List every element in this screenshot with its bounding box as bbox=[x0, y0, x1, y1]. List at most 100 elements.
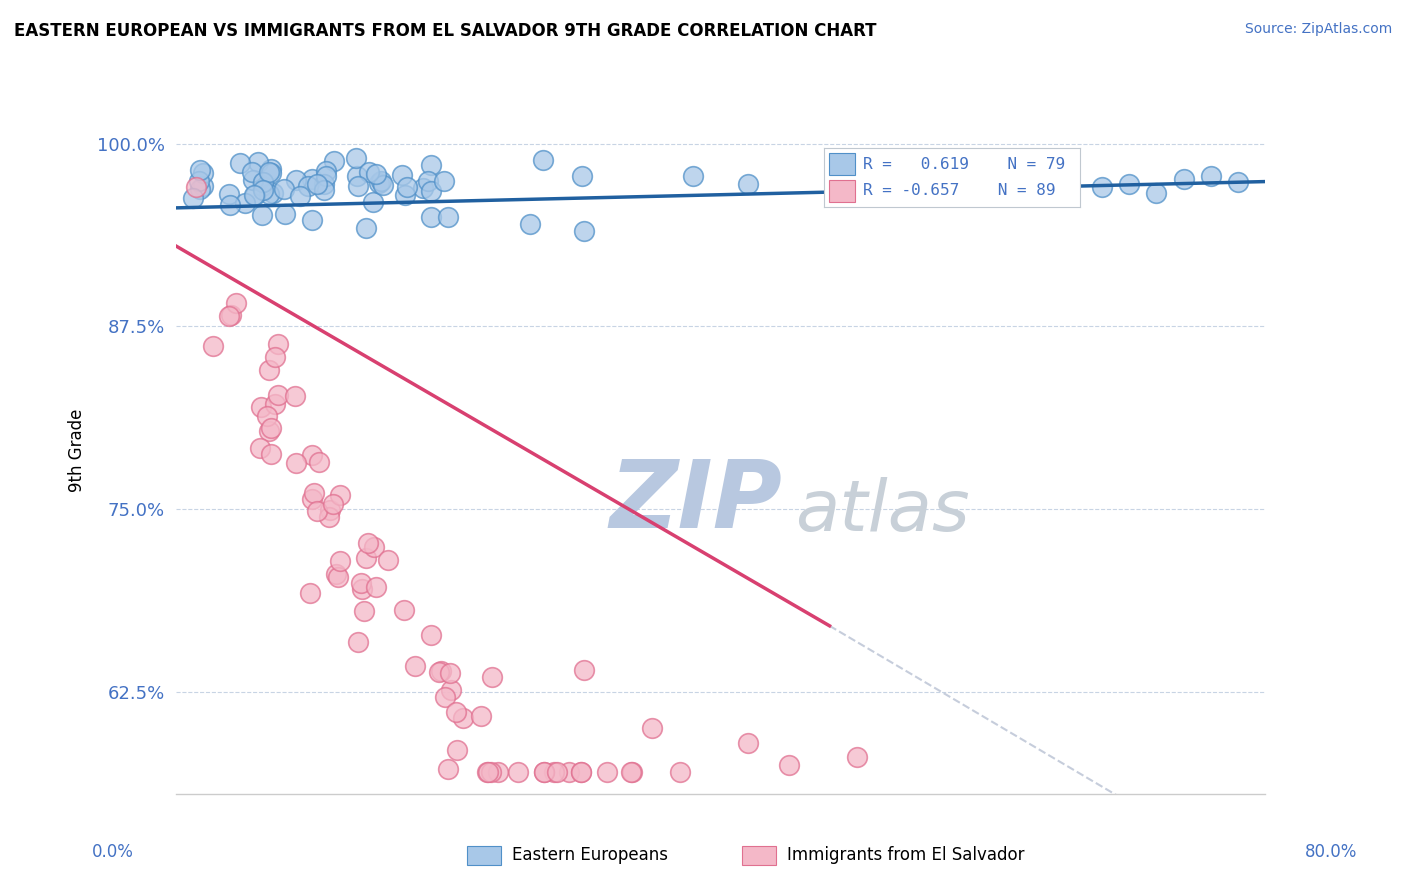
Point bbox=[260, 421, 283, 435]
Point bbox=[569, 764, 592, 779]
Point bbox=[574, 224, 596, 238]
Point bbox=[391, 169, 413, 183]
Point bbox=[377, 552, 399, 566]
Point bbox=[357, 165, 380, 179]
Point bbox=[352, 582, 374, 596]
Text: R = -0.657    N = 89: R = -0.657 N = 89 bbox=[862, 184, 1054, 198]
Point bbox=[370, 174, 392, 188]
Text: 0.0%: 0.0% bbox=[91, 843, 134, 861]
Point bbox=[274, 207, 297, 221]
Point bbox=[508, 764, 530, 779]
Point bbox=[260, 161, 283, 176]
Text: EASTERN EUROPEAN VS IMMIGRANTS FROM EL SALVADOR 9TH GRADE CORRELATION CHART: EASTERN EUROPEAN VS IMMIGRANTS FROM EL S… bbox=[14, 22, 876, 40]
Text: Eastern Europeans: Eastern Europeans bbox=[512, 847, 668, 864]
Point bbox=[301, 212, 323, 227]
Text: atlas: atlas bbox=[796, 477, 970, 546]
Point bbox=[1227, 175, 1250, 189]
Point bbox=[257, 186, 280, 201]
Point bbox=[184, 180, 207, 194]
Point bbox=[308, 455, 330, 469]
Point bbox=[307, 177, 329, 191]
Point bbox=[571, 169, 593, 183]
Point bbox=[218, 186, 240, 201]
Point bbox=[315, 169, 337, 183]
Point bbox=[1091, 180, 1114, 194]
Point bbox=[328, 570, 350, 584]
Point bbox=[596, 764, 619, 779]
Point bbox=[307, 504, 329, 518]
Y-axis label: 9th Grade: 9th Grade bbox=[67, 409, 86, 492]
Point bbox=[329, 488, 352, 502]
Point bbox=[285, 173, 308, 187]
Point bbox=[322, 154, 344, 169]
Point bbox=[845, 175, 868, 189]
Point bbox=[240, 165, 263, 179]
Point bbox=[368, 176, 391, 190]
Point bbox=[225, 296, 247, 310]
Bar bbox=[742, 846, 776, 865]
Point bbox=[318, 502, 340, 516]
Point bbox=[346, 169, 368, 184]
Point bbox=[256, 409, 278, 423]
Point bbox=[188, 182, 211, 196]
Point bbox=[475, 764, 498, 779]
Point bbox=[363, 540, 385, 554]
Point bbox=[439, 665, 461, 680]
Point bbox=[229, 156, 252, 170]
Point bbox=[558, 764, 581, 779]
Point bbox=[419, 184, 441, 198]
Point bbox=[394, 187, 416, 202]
Point bbox=[533, 764, 555, 779]
Point bbox=[531, 153, 554, 167]
Point bbox=[284, 457, 307, 471]
Point bbox=[470, 709, 492, 723]
Point bbox=[325, 566, 347, 581]
Point bbox=[451, 711, 474, 725]
Point bbox=[737, 178, 759, 192]
Point bbox=[914, 183, 936, 197]
Point bbox=[315, 164, 337, 178]
Point bbox=[395, 179, 418, 194]
Point bbox=[219, 198, 242, 212]
Point bbox=[273, 182, 295, 196]
Point bbox=[260, 447, 283, 461]
Point bbox=[682, 169, 704, 183]
Point bbox=[404, 659, 426, 673]
Point bbox=[434, 690, 457, 704]
Point bbox=[284, 388, 307, 402]
Point bbox=[569, 764, 592, 779]
Text: ZIP: ZIP bbox=[609, 456, 782, 548]
Point bbox=[737, 736, 759, 750]
Point bbox=[621, 764, 644, 779]
Point bbox=[433, 174, 456, 188]
Point bbox=[486, 764, 509, 779]
Text: 80.0%: 80.0% bbox=[1305, 843, 1357, 861]
Point bbox=[437, 210, 460, 224]
Point bbox=[366, 168, 388, 182]
Point bbox=[252, 175, 274, 189]
Point bbox=[1010, 171, 1032, 186]
Point bbox=[477, 764, 499, 779]
Point bbox=[641, 721, 664, 735]
Point bbox=[418, 174, 440, 188]
Point bbox=[543, 764, 565, 779]
Point bbox=[191, 179, 214, 194]
Point bbox=[479, 764, 502, 779]
Point bbox=[297, 178, 319, 193]
Point bbox=[181, 191, 204, 205]
Text: R =   0.619    N = 79: R = 0.619 N = 79 bbox=[862, 156, 1064, 171]
Point bbox=[1199, 169, 1222, 183]
Point bbox=[262, 186, 284, 200]
Point bbox=[288, 188, 311, 202]
Point bbox=[329, 554, 352, 568]
Point bbox=[249, 441, 271, 455]
Point bbox=[392, 603, 415, 617]
Point bbox=[361, 194, 384, 209]
Point bbox=[246, 155, 269, 169]
Point bbox=[193, 166, 215, 180]
Point bbox=[267, 387, 290, 401]
Point bbox=[201, 339, 224, 353]
Point bbox=[264, 397, 287, 411]
Point bbox=[318, 510, 340, 524]
Point bbox=[346, 635, 368, 649]
